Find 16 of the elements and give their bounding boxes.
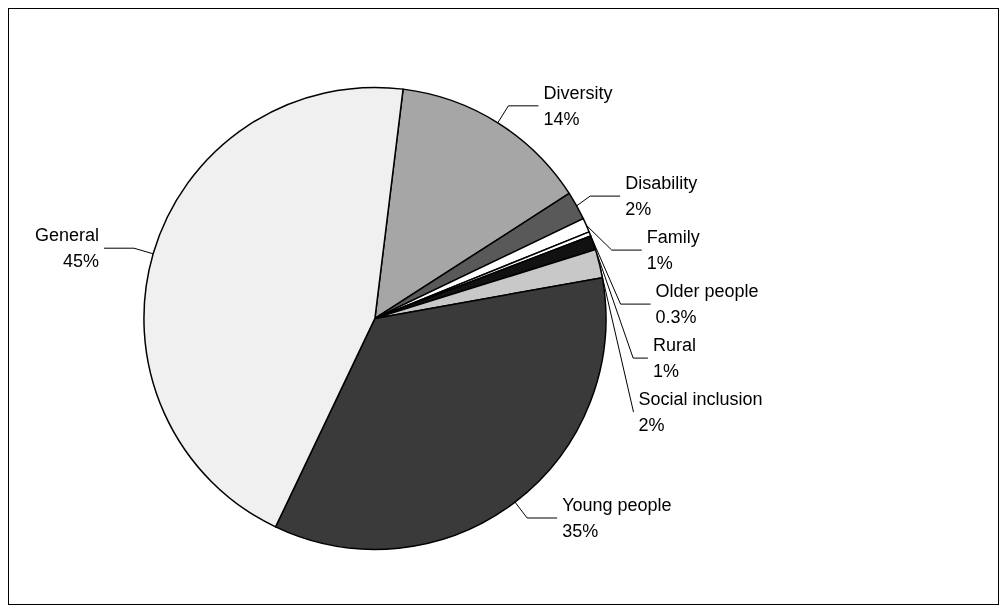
data-label: 2% xyxy=(638,415,665,436)
data-label: 45% xyxy=(62,251,99,272)
slice-label: Disability xyxy=(625,173,698,194)
data-label: 35% xyxy=(562,520,599,541)
slice-label: Social inclusion xyxy=(638,389,763,410)
data-label: 2% xyxy=(625,199,652,220)
data-label: 1% xyxy=(646,253,673,274)
slice-label: Family xyxy=(646,227,700,248)
slice-label: Rural xyxy=(652,335,696,356)
data-label: 14% xyxy=(543,108,580,129)
slice-label: General xyxy=(34,225,99,246)
slice-label: Older people xyxy=(655,281,759,302)
slice-label: Diversity xyxy=(543,82,613,103)
data-label: 0.3% xyxy=(655,307,697,328)
slice-label: Young people xyxy=(562,494,672,515)
data-label: 1% xyxy=(652,361,679,382)
